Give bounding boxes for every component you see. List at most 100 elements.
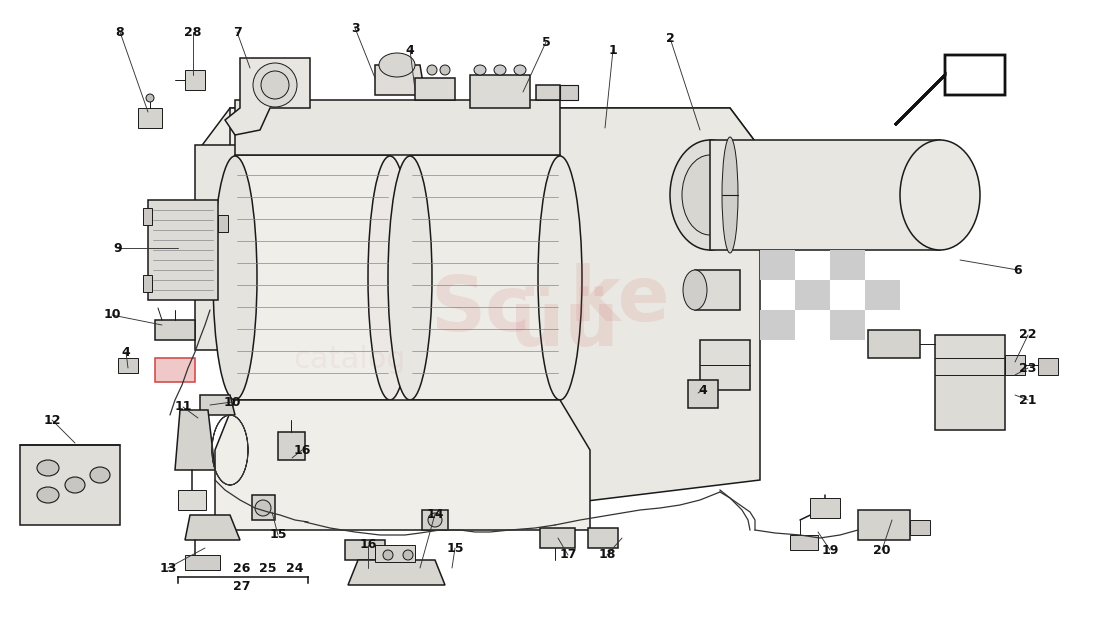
Text: 13: 13: [160, 562, 177, 574]
Ellipse shape: [368, 156, 412, 400]
Polygon shape: [375, 65, 425, 95]
Polygon shape: [143, 208, 152, 225]
Bar: [830, 310, 865, 340]
Polygon shape: [710, 140, 940, 250]
Ellipse shape: [722, 137, 738, 253]
Polygon shape: [200, 395, 235, 415]
Bar: [760, 310, 795, 340]
Text: 8: 8: [116, 25, 124, 38]
Text: 28: 28: [185, 25, 201, 38]
Polygon shape: [430, 108, 760, 520]
Text: 5: 5: [541, 35, 550, 49]
Polygon shape: [560, 85, 578, 100]
Text: 4: 4: [698, 384, 707, 396]
Text: catalog: catalog: [294, 346, 406, 375]
Text: 10: 10: [103, 309, 121, 322]
Polygon shape: [858, 510, 910, 540]
Ellipse shape: [261, 71, 289, 99]
Text: 20: 20: [873, 543, 891, 557]
Ellipse shape: [474, 65, 486, 75]
Ellipse shape: [388, 156, 432, 400]
Polygon shape: [143, 275, 152, 292]
Polygon shape: [278, 432, 305, 460]
Polygon shape: [235, 100, 560, 155]
Text: 1: 1: [608, 44, 617, 57]
Polygon shape: [195, 145, 290, 350]
Ellipse shape: [146, 94, 154, 102]
Polygon shape: [790, 535, 818, 550]
Polygon shape: [20, 445, 120, 525]
Text: 6: 6: [1014, 264, 1022, 276]
Polygon shape: [470, 75, 530, 108]
Text: 21: 21: [1020, 394, 1036, 406]
Polygon shape: [375, 545, 415, 562]
Polygon shape: [226, 58, 310, 135]
Text: 11: 11: [174, 401, 191, 413]
Polygon shape: [895, 55, 1005, 125]
Ellipse shape: [494, 65, 506, 75]
Text: Sc: Sc: [430, 273, 530, 347]
Polygon shape: [700, 340, 750, 390]
Polygon shape: [175, 410, 214, 470]
Ellipse shape: [670, 140, 750, 250]
Ellipse shape: [65, 477, 85, 493]
Polygon shape: [155, 358, 195, 382]
Ellipse shape: [37, 460, 59, 476]
Ellipse shape: [403, 550, 412, 560]
Polygon shape: [1038, 358, 1058, 375]
Polygon shape: [345, 540, 385, 560]
Polygon shape: [148, 200, 218, 300]
Text: 10: 10: [223, 396, 241, 408]
Polygon shape: [536, 85, 560, 100]
Polygon shape: [415, 78, 455, 100]
Text: ke: ke: [570, 263, 671, 337]
Ellipse shape: [428, 513, 442, 527]
Ellipse shape: [427, 65, 437, 75]
Polygon shape: [218, 215, 228, 232]
Polygon shape: [155, 320, 195, 340]
Polygon shape: [810, 498, 840, 518]
Ellipse shape: [379, 53, 415, 77]
Polygon shape: [235, 155, 390, 400]
Polygon shape: [230, 108, 430, 520]
Text: 19: 19: [822, 543, 838, 557]
Bar: [760, 250, 795, 280]
Ellipse shape: [383, 550, 393, 560]
Text: 24: 24: [286, 562, 304, 574]
Text: 9: 9: [113, 242, 122, 254]
Ellipse shape: [90, 467, 110, 483]
Ellipse shape: [682, 155, 738, 235]
Ellipse shape: [37, 487, 59, 503]
Text: 3: 3: [351, 21, 360, 35]
Text: 16: 16: [360, 538, 376, 551]
Polygon shape: [348, 560, 446, 585]
Text: 7: 7: [232, 25, 241, 38]
Polygon shape: [252, 495, 275, 520]
Polygon shape: [910, 520, 930, 535]
Text: 17: 17: [559, 548, 576, 562]
Ellipse shape: [255, 500, 271, 516]
Text: 26: 26: [233, 562, 251, 574]
Text: 22: 22: [1020, 329, 1036, 341]
Ellipse shape: [514, 65, 526, 75]
Text: 14: 14: [427, 507, 443, 521]
Text: 25: 25: [260, 562, 277, 574]
Text: 2: 2: [666, 32, 674, 45]
Polygon shape: [588, 528, 618, 548]
Polygon shape: [422, 510, 448, 530]
Polygon shape: [118, 358, 138, 373]
Ellipse shape: [900, 140, 980, 250]
Text: 4: 4: [122, 346, 131, 358]
Text: 18: 18: [598, 548, 616, 562]
Text: üü: üü: [510, 288, 618, 362]
Polygon shape: [540, 528, 575, 548]
Ellipse shape: [253, 63, 297, 107]
Text: 12: 12: [43, 413, 60, 427]
Bar: [795, 280, 830, 310]
Polygon shape: [935, 335, 1005, 430]
Polygon shape: [200, 108, 760, 148]
Polygon shape: [185, 515, 240, 540]
Text: 4: 4: [406, 44, 415, 57]
Polygon shape: [185, 70, 205, 90]
Polygon shape: [138, 108, 162, 128]
